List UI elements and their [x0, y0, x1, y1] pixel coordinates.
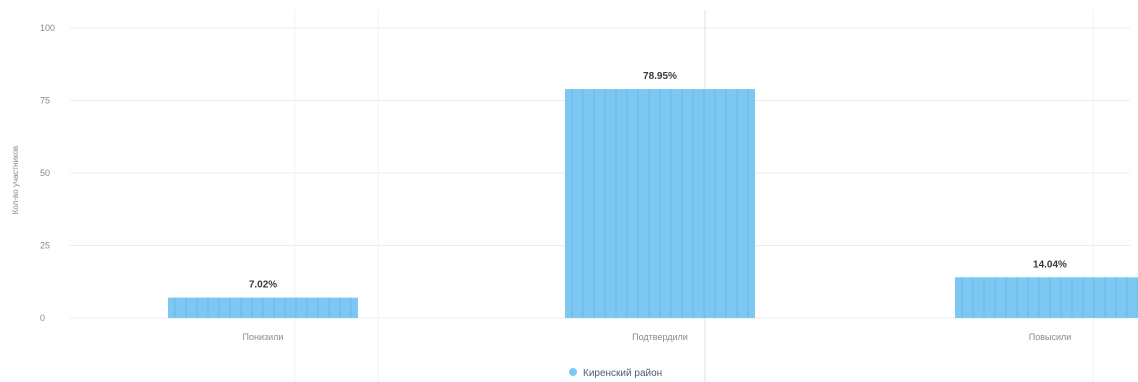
bar-stripe	[196, 297, 198, 318]
y-axis: 0 25 50 75 100	[40, 23, 55, 323]
bar-stripe	[1104, 277, 1106, 318]
bar-stripe	[1005, 277, 1007, 318]
bars-layer	[168, 89, 1138, 318]
bar-stripe	[747, 89, 749, 318]
bar-stripe	[1126, 277, 1128, 318]
bar-rect[interactable]	[168, 297, 358, 318]
bar-stripe	[681, 89, 683, 318]
bar-stripe	[1082, 277, 1084, 318]
category-label: Повысили	[1029, 332, 1072, 342]
bar-stripe	[339, 297, 341, 318]
bar-stripe	[571, 89, 573, 318]
category-label: Понизили	[243, 332, 284, 342]
bar-stripe	[648, 89, 650, 318]
bar-stripe	[1093, 277, 1095, 318]
bar-stripe	[994, 277, 996, 318]
category-label: Подтвердили	[632, 332, 688, 342]
bar-stripe	[637, 89, 639, 318]
bar-rect[interactable]	[565, 89, 755, 318]
bar-stripe	[961, 277, 963, 318]
legend-marker	[569, 368, 577, 376]
bar-stripe	[604, 89, 606, 318]
bar-stripe	[582, 89, 584, 318]
bar-2[interactable]	[955, 277, 1138, 318]
bar-stripe	[207, 297, 209, 318]
bar-stripe	[229, 297, 231, 318]
data-label: 78.95%	[643, 71, 677, 82]
bar-stripe	[185, 297, 187, 318]
bar-stripe	[714, 89, 716, 318]
bar-stripe	[174, 297, 176, 318]
legend[interactable]: Киренский район	[569, 368, 662, 379]
bar-stripe	[703, 89, 705, 318]
bar-stripe	[295, 297, 297, 318]
bar-stripe	[659, 89, 661, 318]
bar-stripe	[1049, 277, 1051, 318]
bar-stripe	[350, 297, 352, 318]
bar-stripe	[692, 89, 694, 318]
bar-stripe	[284, 297, 286, 318]
bar-stripe	[1016, 277, 1018, 318]
bar-stripe	[615, 89, 617, 318]
bar-stripe	[1071, 277, 1073, 318]
y-axis-title: Кол-во участников	[11, 146, 20, 215]
bar-stripe	[1027, 277, 1029, 318]
bar-stripe	[983, 277, 985, 318]
bar-stripe	[328, 297, 330, 318]
bar-rect[interactable]	[955, 277, 1138, 318]
bar-stripe	[317, 297, 319, 318]
bar-stripe	[273, 297, 275, 318]
bar-stripe	[1038, 277, 1040, 318]
bar-stripe	[240, 297, 242, 318]
bar-stripe	[218, 297, 220, 318]
y-tick-label: 100	[40, 23, 55, 33]
bar-stripe	[670, 89, 672, 318]
bar-stripe	[306, 297, 308, 318]
y-tick-label: 75	[40, 96, 50, 106]
data-label: 14.04%	[1033, 259, 1067, 270]
legend-label: Киренский район	[583, 368, 662, 379]
y-tick-label: 25	[40, 241, 50, 251]
bar-stripe	[725, 89, 727, 318]
data-label: 7.02%	[249, 280, 277, 291]
bar-stripe	[262, 297, 264, 318]
labels-layer: 7.02% Понизили 78.95% Подтвердили 14.04% Повы…	[243, 71, 1072, 342]
bar-stripe	[736, 89, 738, 318]
bar-stripe	[1115, 277, 1117, 318]
bar-1[interactable]	[565, 89, 755, 318]
bar-stripe	[251, 297, 253, 318]
bar-0[interactable]	[168, 297, 358, 318]
bar-stripe	[972, 277, 974, 318]
bar-stripe	[1060, 277, 1062, 318]
y-tick-label: 50	[40, 168, 50, 178]
bar-stripe	[626, 89, 628, 318]
bar-stripe	[593, 89, 595, 318]
y-tick-label: 0	[40, 313, 45, 323]
